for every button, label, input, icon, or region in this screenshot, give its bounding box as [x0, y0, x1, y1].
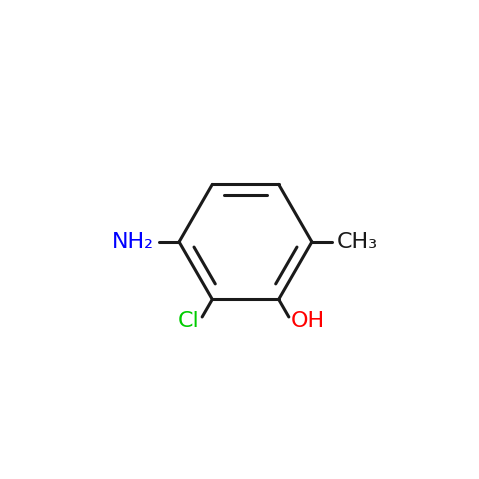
Text: CH₃: CH₃: [337, 232, 378, 252]
Text: NH₂: NH₂: [112, 232, 154, 252]
Text: Cl: Cl: [178, 311, 200, 331]
Text: OH: OH: [291, 311, 325, 331]
